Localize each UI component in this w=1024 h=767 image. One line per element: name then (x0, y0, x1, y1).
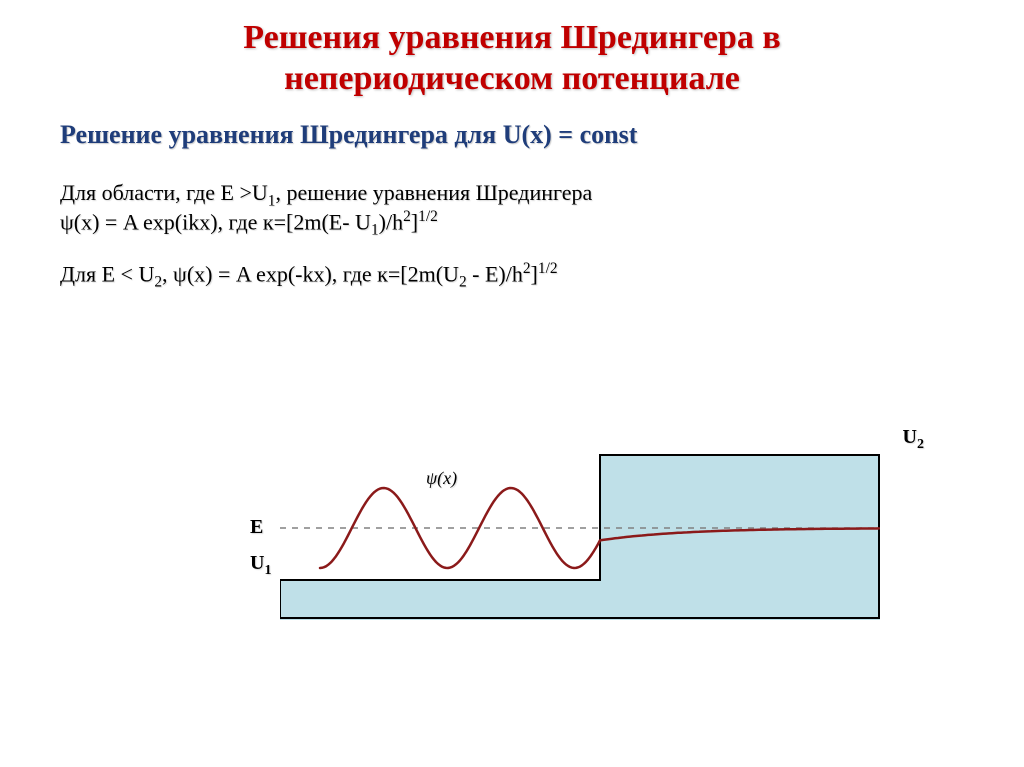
superscript: 1/2 (538, 260, 558, 277)
paragraph-region-3: Для E < U2, ψ(x) = A exp(-kx), где к=[2m… (60, 260, 960, 292)
label-u2: U2 (903, 426, 924, 453)
page-title: Решения уравнения Шредингера в непериоди… (0, 18, 1024, 100)
text: )/h (379, 209, 403, 234)
text: ] (531, 261, 538, 286)
subtitle: Решение уравнения Шредингера для U(x) = … (60, 120, 960, 150)
superscript: 2 (403, 208, 411, 225)
subscript: 2 (917, 437, 924, 452)
title-line-2: непериодическом потенциале (284, 60, 740, 97)
subscript: 1 (264, 563, 271, 578)
text: U (903, 426, 917, 448)
diagram-svg (280, 400, 880, 620)
text: Для E < U (60, 261, 154, 286)
paragraph-region-2: ψ(x) = A exp(ikx), где к=[2m(E- U1)/h2]1… (60, 208, 960, 240)
label-psi: ψ(x) (426, 468, 457, 489)
label-e: E (250, 516, 263, 539)
subscript: 2 (459, 274, 467, 291)
text: - E)/h (467, 261, 523, 286)
text: Для области, где E >U (60, 180, 268, 205)
superscript: 1/2 (418, 208, 438, 225)
superscript: 2 (523, 260, 531, 277)
subscript: 1 (371, 222, 379, 239)
label-u1: U1 (250, 552, 271, 579)
potential-step-diagram: U2 E U1 ψ(x) (280, 400, 880, 620)
paragraph-region-1: Для области, где E >U1, решение уравнени… (60, 180, 960, 210)
text: , ψ(x) = A exp(-kx), где к=[2m(U (162, 261, 459, 286)
title-line-1: Решения уравнения Шредингера в (243, 19, 780, 56)
subscript: 2 (154, 274, 162, 291)
text: U (250, 552, 264, 574)
text: , решение уравнения Шредингера (275, 180, 592, 205)
text: ψ(x) = A exp(ikx), где к=[2m(E- U (60, 209, 371, 234)
